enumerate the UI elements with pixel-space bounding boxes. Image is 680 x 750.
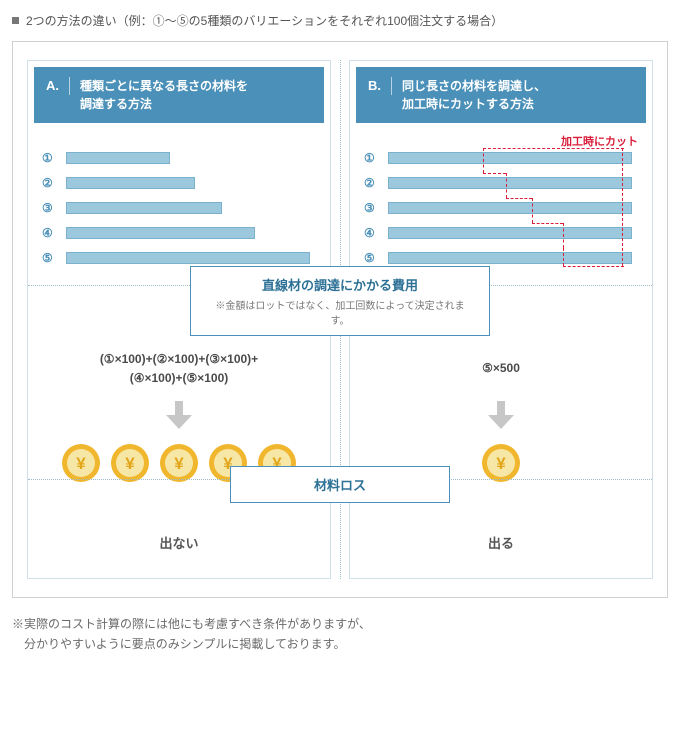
bar-row: ③: [42, 197, 316, 219]
yen-coin-icon: ¥: [61, 443, 101, 483]
panel-b-title: 同じ長さの材料を調達し、 加工時にカットする方法: [402, 77, 546, 113]
bar-row: ②: [42, 172, 316, 194]
bar-row: ②: [364, 172, 638, 194]
footnote-l1: ※実際のコスト計算の際には他にも考慮すべき条件がありますが、: [12, 614, 668, 634]
cut-dash: [532, 223, 563, 224]
bar-label: ③: [42, 201, 58, 215]
panel-a-formula: (①×100)+(②×100)+(③×100)+ (④×100)+(⑤×100): [42, 347, 316, 391]
cut-dash: [622, 148, 623, 266]
svg-text:¥: ¥: [76, 454, 86, 473]
bar-label: ②: [42, 176, 58, 190]
panel-b-header: B. 同じ長さの材料を調達し、 加工時にカットする方法: [356, 67, 646, 123]
cut-dash: [483, 148, 624, 149]
panel-a-letter: A.: [46, 77, 70, 95]
panel-a-title: 種類ごとに異なる長さの材料を 調達する方法: [80, 77, 248, 113]
panel-a-loss: 出ない: [42, 527, 316, 558]
loss-box: 材料ロス: [230, 466, 450, 503]
bar: [388, 152, 632, 164]
arrow-down-icon: [488, 401, 514, 429]
panel-a-header: A. 種類ごとに異なる長さの材料を 調達する方法: [34, 67, 324, 123]
bar-label: ①: [42, 151, 58, 165]
bar-label: ⑤: [364, 251, 380, 265]
arrow-down-icon: [166, 401, 192, 429]
svg-text:¥: ¥: [125, 454, 135, 473]
yen-coin-icon: ¥: [481, 443, 521, 483]
loss-box-main: 材料ロス: [251, 475, 429, 494]
title-marker: [12, 17, 19, 24]
footnote: ※実際のコスト計算の際には他にも考慮すべき条件がありますが、 分かりやすいように…: [12, 614, 668, 655]
columns: A. 種類ごとに異なる長さの材料を 調達する方法 ① ② ③ ④ ⑤ (①×100)+(…: [27, 60, 653, 579]
cut-dash: [506, 198, 532, 199]
bar: [388, 227, 632, 239]
panel-b-letter: B.: [368, 77, 392, 95]
page-title-row: 2つの方法の違い（例：①〜⑤の5種類のバリエーションをそれぞれ100個注文する場…: [12, 12, 668, 29]
yen-coin-icon: ¥: [159, 443, 199, 483]
bar-label: ①: [364, 151, 380, 165]
svg-text:¥: ¥: [496, 454, 506, 473]
cut-dash: [506, 173, 507, 198]
bar: [66, 152, 170, 164]
panel-a-formula-l1: (①×100)+(②×100)+(③×100)+: [52, 350, 306, 369]
yen-coin-icon: ¥: [110, 443, 150, 483]
svg-text:¥: ¥: [174, 454, 184, 473]
cost-box: 直線材の調達にかかる費用 ※金額はロットではなく、加工回数によって決定されます。: [190, 266, 490, 336]
cost-box-main: 直線材の調達にかかる費用: [211, 275, 469, 294]
bar-row: ①: [42, 147, 316, 169]
bar: [66, 227, 255, 239]
cut-dash: [563, 248, 564, 266]
cut-dash: [483, 148, 484, 173]
bar-label: ③: [364, 201, 380, 215]
bar-label: ②: [364, 176, 380, 190]
cut-dash: [563, 223, 564, 248]
bar: [388, 202, 632, 214]
page-title: 2つの方法の違い（例：①〜⑤の5種類のバリエーションをそれぞれ100個注文する場…: [26, 12, 503, 29]
outer-frame: A. 種類ごとに異なる長さの材料を 調達する方法 ① ② ③ ④ ⑤ (①×100)+(…: [12, 41, 668, 598]
bar-row: ④: [42, 222, 316, 244]
panel-a-loss-block: 出ない: [28, 527, 330, 558]
cut-label: 加工時にカット: [561, 133, 638, 149]
bar-row: ④: [364, 222, 638, 244]
footnote-l2: 分かりやすいように要点のみシンプルに掲載しております。: [12, 634, 668, 654]
panel-b-formula: ⑤×500: [364, 347, 638, 391]
bar: [388, 252, 632, 264]
bar: [66, 177, 195, 189]
panel-b-loss-block: 出る: [350, 527, 652, 558]
bar: [66, 202, 222, 214]
cut-dash: [532, 198, 533, 223]
bar-row: ①: [364, 147, 638, 169]
bar: [388, 177, 632, 189]
cost-box-sub: ※金額はロットではなく、加工回数によって決定されます。: [211, 297, 469, 327]
cut-dash: [483, 173, 506, 174]
bar-label: ④: [42, 226, 58, 240]
cut-dash: [563, 266, 624, 267]
bar-label: ⑤: [42, 251, 58, 265]
panel-a-formula-l2: (④×100)+(⑤×100): [52, 369, 306, 388]
bar-row: ③: [364, 197, 638, 219]
bar-label: ④: [364, 226, 380, 240]
panel-b-formula-l1: ⑤×500: [374, 359, 628, 378]
bar: [66, 252, 310, 264]
panel-b-loss: 出る: [364, 527, 638, 558]
